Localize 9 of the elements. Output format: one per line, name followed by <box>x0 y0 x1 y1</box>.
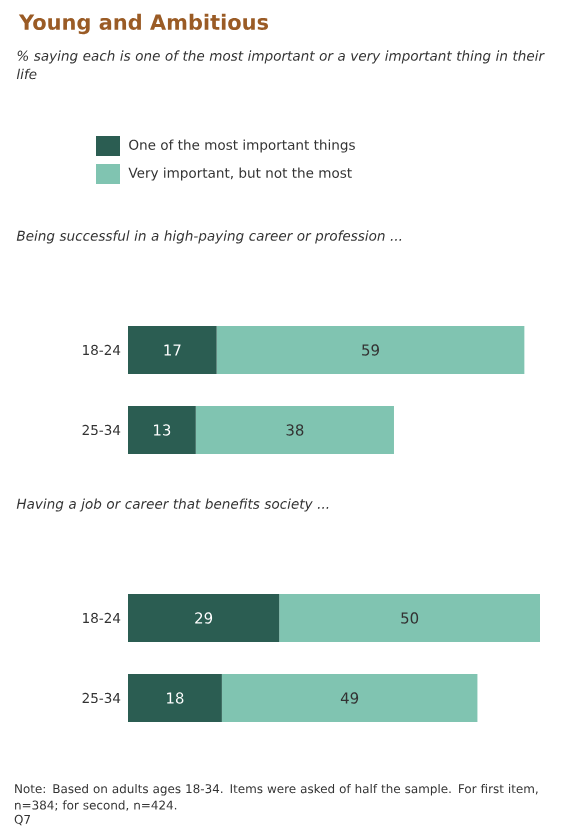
chart-title: Young and Ambitious <box>18 13 269 35</box>
bar <box>279 594 540 642</box>
bar <box>195 406 394 454</box>
bar <box>221 674 478 722</box>
bar <box>128 325 217 374</box>
bar <box>128 674 222 722</box>
bar <box>216 325 525 374</box>
bar <box>128 594 280 642</box>
bar <box>128 406 196 454</box>
